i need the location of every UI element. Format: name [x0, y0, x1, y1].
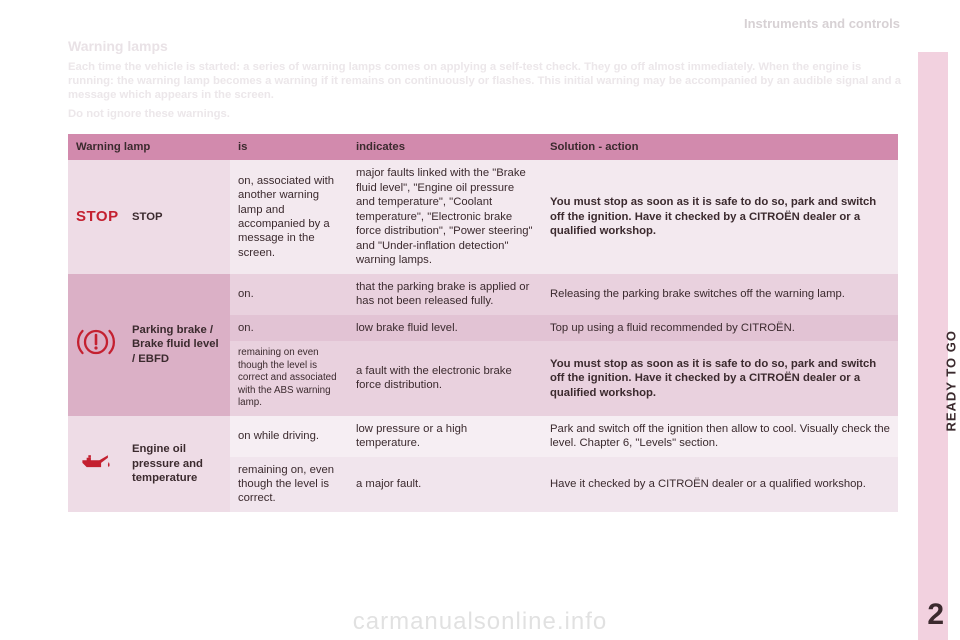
cell-indicates: a fault with the electronic brake force … [348, 341, 542, 416]
cell-solution: You must stop as soon as it is safe to d… [542, 341, 898, 416]
header-category: Instruments and controls [744, 16, 900, 31]
oil-can-icon [79, 451, 113, 473]
table-row: STOP STOP on, associated with another wa… [68, 160, 898, 273]
cell-is: on, associated with another warning lamp… [230, 160, 348, 273]
cell-is: remaining on, even though the level is c… [230, 457, 348, 512]
cell-indicates: low brake fluid level. [348, 315, 542, 341]
col-is: is [230, 134, 348, 160]
cell-is: on while driving. [230, 416, 348, 457]
cell-is: on. [230, 315, 348, 341]
cell-indicates: a major fault. [348, 457, 542, 512]
vertical-section-label: READY TO GO [944, 330, 959, 432]
col-solution: Solution - action [542, 134, 898, 160]
lamp-name: Engine oil pressure and temperature [124, 416, 230, 512]
intro-paragraph: Each time the vehicle is started: a seri… [68, 60, 906, 102]
section-title: Warning lamps [68, 38, 168, 54]
cell-solution: Releasing the parking brake switches off… [542, 274, 898, 315]
table-row: Parking brake / Brake fluid level / EBFD… [68, 274, 898, 315]
cell-solution: Park and switch off the ignition then al… [542, 416, 898, 457]
cell-is: remaining on even though the level is co… [230, 341, 348, 416]
brake-icon [76, 325, 116, 359]
brake-warning-icon [68, 274, 124, 416]
table-row: Engine oil pressure and temperature on w… [68, 416, 898, 457]
col-warning-lamp: Warning lamp [68, 134, 230, 160]
intro-line-2: Do not ignore these warnings. [68, 108, 230, 120]
lamp-name: STOP [124, 160, 230, 273]
cell-is: on. [230, 274, 348, 315]
stop-icon: STOP [68, 160, 124, 273]
table-header-row: Warning lamp is indicates Solution - act… [68, 134, 898, 160]
cell-indicates: low pressure or a high temperature. [348, 416, 542, 457]
cell-solution: Top up using a fluid recommended by CITR… [542, 315, 898, 341]
oil-warning-icon [68, 416, 124, 512]
cell-solution: You must stop as soon as it is safe to d… [542, 160, 898, 273]
col-indicates: indicates [348, 134, 542, 160]
page: Instruments and controls Warning lamps E… [0, 0, 960, 640]
watermark: carmanualsonline.info [0, 608, 960, 636]
cell-solution: Have it checked by a CITROËN dealer or a… [542, 457, 898, 512]
lamp-name: Parking brake / Brake fluid level / EBFD [124, 274, 230, 416]
cell-indicates: that the parking brake is applied or has… [348, 274, 542, 315]
warning-lamps-table: Warning lamp is indicates Solution - act… [68, 134, 898, 512]
cell-indicates: major faults linked with the "Brake flui… [348, 160, 542, 273]
